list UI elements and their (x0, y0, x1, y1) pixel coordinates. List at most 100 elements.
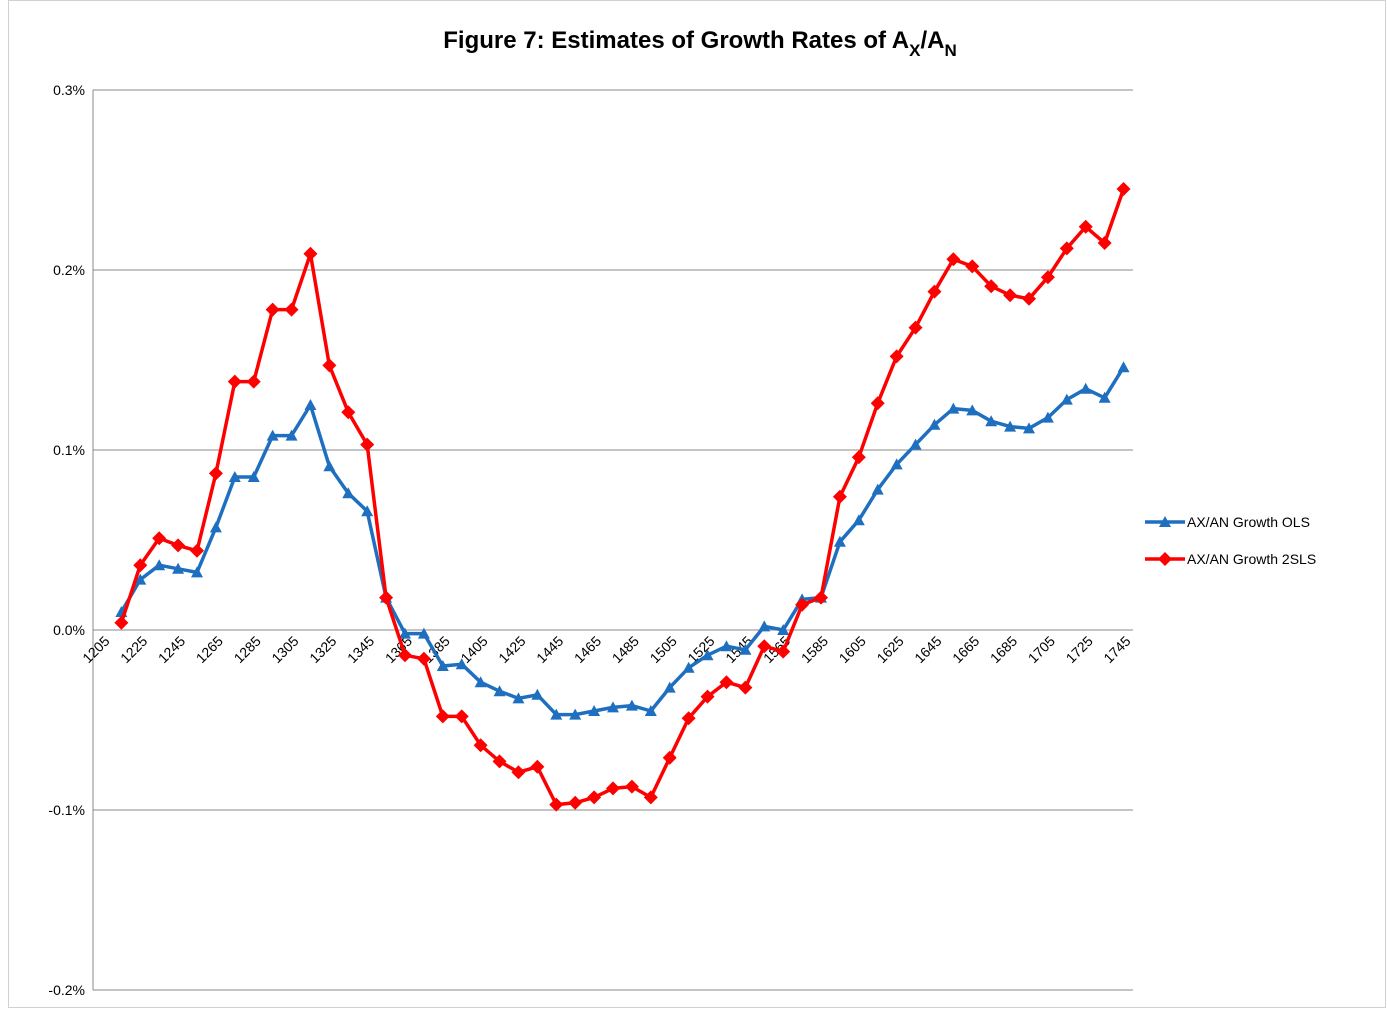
triangle-marker (966, 404, 979, 416)
y-tick-label: 0.0% (53, 622, 85, 638)
triangle-marker (1117, 361, 1130, 373)
diamond-marker (398, 648, 412, 663)
title-text: /A (920, 27, 944, 54)
triangle-marker (531, 688, 544, 700)
diamond-marker (360, 437, 375, 452)
triangle-marker (436, 660, 449, 671)
diamond-marker (265, 302, 280, 317)
triangle-marker (493, 685, 506, 697)
diamond-marker (473, 738, 488, 753)
diamond-marker (416, 651, 431, 666)
triangle-marker (701, 649, 714, 661)
triangle-marker (871, 483, 884, 495)
title-subscript: N (944, 41, 956, 60)
diamond-marker (322, 358, 337, 373)
diamond-marker (851, 450, 866, 465)
diamond-marker (1040, 270, 1055, 285)
triangle-marker (1159, 516, 1171, 527)
diamond-marker (530, 759, 545, 774)
title-text: Figure 7: Estimates of Growth Rates of A (443, 27, 909, 54)
triangle-marker (417, 627, 430, 639)
triangle-marker (172, 562, 185, 574)
triangle-marker (833, 535, 846, 547)
diamond-marker (435, 709, 450, 724)
triangle-marker (304, 399, 317, 410)
triangle-marker (134, 573, 147, 585)
diamond-marker (700, 689, 715, 704)
diamond-marker (965, 259, 980, 274)
triangle-marker (1023, 422, 1035, 434)
diamond-marker (832, 489, 847, 504)
triangle-marker (266, 429, 279, 441)
triangle-marker (644, 705, 657, 716)
diamond-marker (1116, 182, 1131, 196)
diamond-marker (1022, 291, 1036, 306)
diamond-marker (662, 750, 677, 765)
diamond-marker (171, 538, 186, 553)
triangle-marker (682, 661, 695, 673)
diamond-marker (227, 374, 242, 389)
diamond-marker (870, 396, 885, 411)
diamond-marker (379, 590, 394, 605)
triangle-marker (550, 708, 563, 720)
triangle-marker (209, 521, 222, 533)
diamond-marker (814, 590, 828, 605)
triangle-marker (153, 559, 166, 571)
diamond-marker (511, 765, 526, 780)
triangle-marker (342, 487, 355, 499)
diamond-marker (1158, 552, 1172, 566)
y-tick-label: -0.2% (48, 982, 85, 998)
triangle-marker (758, 620, 771, 632)
diamond-marker (454, 709, 469, 724)
triangle-marker (625, 699, 638, 711)
triangle-marker (474, 676, 487, 688)
diamond-marker (152, 531, 167, 546)
diamond-marker (1059, 241, 1074, 256)
triangle-marker (455, 658, 468, 670)
diamond-marker (114, 615, 129, 630)
diamond-marker (246, 374, 261, 389)
triangle-marker (947, 402, 960, 414)
y-tick-label: 0.2% (53, 262, 85, 278)
triangle-marker (569, 708, 582, 720)
triangle-marker (247, 471, 260, 482)
diamond-marker (889, 349, 904, 364)
triangle-marker (909, 438, 922, 450)
triangle-marker (228, 471, 241, 482)
diamond-marker (1097, 236, 1112, 250)
diamond-marker (133, 558, 148, 573)
y-tick-label: -0.1% (48, 802, 85, 818)
diamond-marker (757, 639, 772, 654)
triangle-marker (720, 640, 733, 652)
diamond-marker (946, 252, 961, 267)
y-tick-label: 0.1% (53, 442, 85, 458)
diamond-marker (208, 466, 223, 481)
triangle-marker (1098, 391, 1111, 403)
triangle-marker (1060, 393, 1073, 405)
legend-label: AX/AN Growth OLS (1187, 514, 1310, 530)
diamond-marker (738, 680, 753, 695)
diamond-marker (568, 795, 583, 810)
diamond-marker (190, 543, 204, 558)
triangle-marker (285, 429, 298, 441)
diamond-marker (795, 597, 810, 612)
y-tick-label: 0.3% (53, 82, 85, 98)
triangle-marker (928, 418, 941, 430)
diamond-marker (284, 302, 299, 317)
triangle-marker (663, 681, 676, 693)
diamond-marker (908, 320, 923, 335)
diamond-marker (927, 284, 942, 299)
triangle-marker (739, 643, 752, 655)
chart-title: Figure 7: Estimates of Growth Rates of A… (443, 27, 956, 60)
triangle-marker (361, 505, 374, 517)
diamond-marker (719, 675, 734, 690)
triangle-marker (399, 627, 411, 639)
triangle-marker (323, 460, 336, 472)
triangle-marker (1041, 411, 1054, 423)
diamond-marker (303, 246, 318, 261)
chart-frame (8, 0, 1386, 1008)
diamond-marker (492, 754, 507, 769)
title-subscript: X (909, 41, 921, 60)
